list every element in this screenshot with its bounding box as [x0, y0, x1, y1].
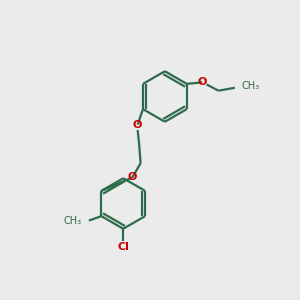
Text: O: O — [133, 120, 142, 130]
Text: O: O — [128, 172, 137, 182]
Text: CH₃: CH₃ — [63, 216, 81, 226]
Text: CH₃: CH₃ — [242, 81, 260, 91]
Text: O: O — [197, 77, 207, 87]
Text: Cl: Cl — [117, 242, 129, 252]
